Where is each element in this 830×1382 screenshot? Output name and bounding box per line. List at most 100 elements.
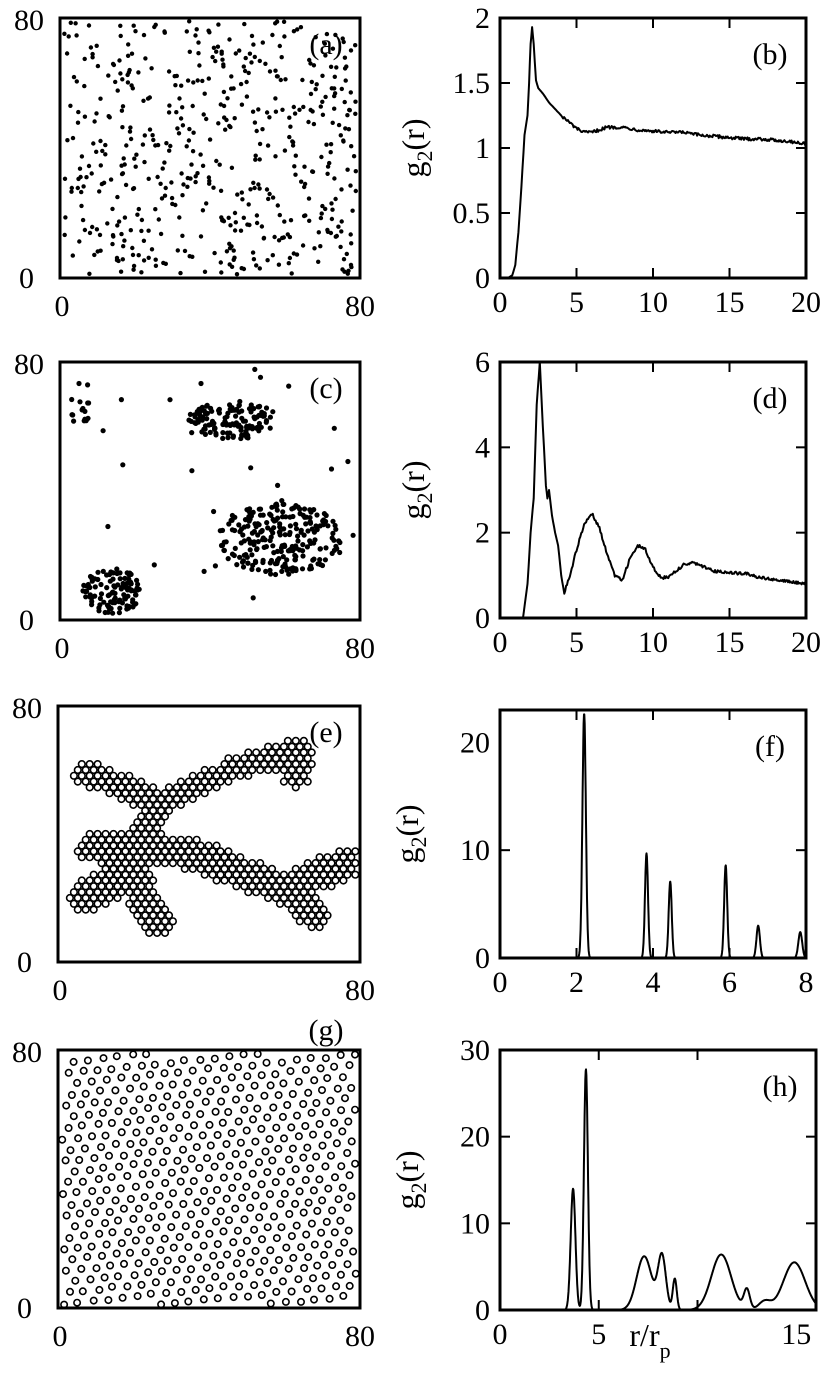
particle xyxy=(248,754,257,763)
particle xyxy=(249,1115,258,1124)
particle xyxy=(118,1293,127,1302)
particle xyxy=(221,62,226,67)
particle xyxy=(292,111,298,116)
particle xyxy=(120,257,126,262)
particle xyxy=(98,96,103,101)
particle xyxy=(325,164,331,169)
particle xyxy=(263,405,270,411)
particle xyxy=(81,777,90,786)
particle xyxy=(307,899,316,908)
particle xyxy=(160,789,170,798)
particle xyxy=(69,899,78,908)
particle xyxy=(231,257,236,262)
particle xyxy=(350,532,356,538)
particle xyxy=(131,1236,140,1245)
particle xyxy=(98,138,103,144)
particle xyxy=(319,882,328,891)
particle xyxy=(117,597,123,603)
particle xyxy=(269,1266,278,1275)
particle xyxy=(131,263,137,269)
particle xyxy=(206,422,212,428)
particle xyxy=(297,107,302,113)
panel-label: (g) xyxy=(309,1014,344,1047)
particle xyxy=(236,409,242,415)
particle xyxy=(330,207,335,212)
particle xyxy=(120,104,126,109)
y-tick-label: 20 xyxy=(460,1121,490,1154)
particle xyxy=(101,1219,110,1228)
particle xyxy=(322,1217,331,1226)
particle xyxy=(161,1179,170,1188)
particle xyxy=(130,186,136,192)
particle xyxy=(263,544,269,550)
particle xyxy=(275,759,285,769)
particle xyxy=(215,44,221,49)
particle xyxy=(275,876,285,885)
particle xyxy=(93,829,102,839)
particle xyxy=(71,1222,80,1231)
particle xyxy=(188,853,197,862)
particle xyxy=(129,1214,138,1223)
particle xyxy=(340,1238,349,1247)
particle xyxy=(123,1118,132,1127)
particle xyxy=(107,1173,116,1182)
particle xyxy=(136,1115,145,1124)
particle xyxy=(164,783,174,792)
particle xyxy=(186,417,192,423)
particle xyxy=(151,1115,160,1124)
particle xyxy=(149,794,158,804)
particle xyxy=(117,1239,126,1248)
particle xyxy=(239,190,244,195)
particle xyxy=(288,1144,297,1153)
particle xyxy=(196,51,201,56)
particle xyxy=(225,410,231,416)
particle xyxy=(265,258,270,263)
particle xyxy=(255,1268,264,1277)
particle xyxy=(105,609,111,615)
particle xyxy=(283,77,288,82)
particle xyxy=(168,847,177,856)
particle xyxy=(133,794,142,804)
particle xyxy=(295,777,304,786)
particle xyxy=(180,123,186,128)
particle xyxy=(339,229,344,234)
particle xyxy=(126,1248,135,1257)
particle xyxy=(295,917,304,926)
particle xyxy=(336,1216,345,1225)
particle xyxy=(119,163,124,168)
particle xyxy=(272,1123,281,1132)
particle xyxy=(137,777,146,786)
particle xyxy=(285,232,290,237)
particle xyxy=(167,148,172,153)
particle xyxy=(132,601,138,607)
particle xyxy=(331,853,340,862)
particle xyxy=(151,1168,160,1177)
particle xyxy=(232,228,238,233)
particle xyxy=(323,864,332,874)
y-axis-label-rest: (r) xyxy=(395,119,431,151)
particle xyxy=(145,858,154,868)
particle xyxy=(160,858,170,868)
particle xyxy=(261,236,266,241)
particle xyxy=(247,423,253,429)
y-tick-label: 10 xyxy=(460,1207,490,1240)
particle xyxy=(287,1123,296,1132)
particle xyxy=(132,156,137,161)
particle xyxy=(332,74,337,80)
particle xyxy=(105,221,110,226)
particle xyxy=(153,789,162,798)
particle xyxy=(204,841,213,850)
points-e xyxy=(65,736,360,938)
particle xyxy=(148,1147,157,1156)
particle xyxy=(155,142,161,148)
particle xyxy=(291,104,296,110)
particle xyxy=(295,27,300,32)
particle xyxy=(79,154,85,159)
particle xyxy=(264,765,273,775)
particle xyxy=(159,1124,168,1133)
particle xyxy=(198,152,203,157)
particle xyxy=(159,1158,168,1167)
particle xyxy=(270,253,275,258)
